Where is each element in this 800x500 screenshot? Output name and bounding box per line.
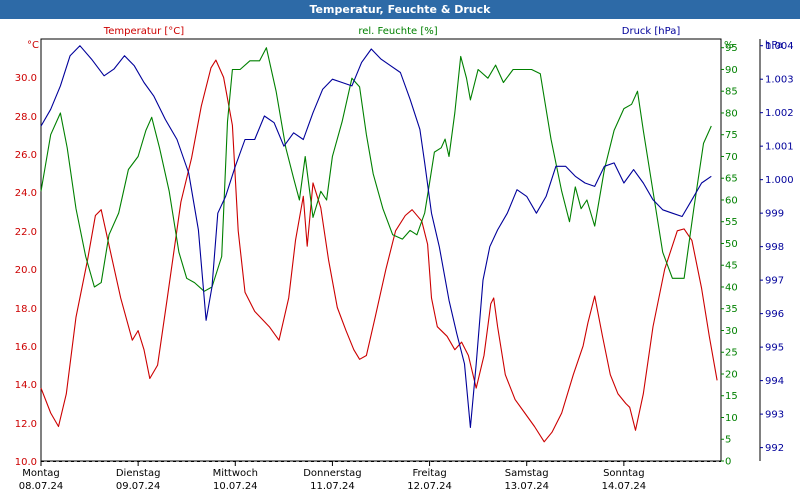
- humidity-tick-label: 25: [725, 348, 738, 359]
- pressure-tick-label: 992: [765, 443, 784, 454]
- humidity-tick-label: 0: [725, 457, 731, 468]
- series-line-temperature: [40, 59, 718, 443]
- humidity-tick-label: 95: [725, 43, 738, 54]
- pressure-tick-label: 994: [765, 376, 784, 387]
- humidity-tick-label: 5: [725, 435, 731, 446]
- day-date-label: 09.07.24: [116, 481, 161, 492]
- pressure-tick-label: 996: [765, 309, 784, 320]
- temp-tick-label: 16.0: [15, 342, 37, 353]
- humidity-tick-label: 45: [725, 261, 738, 272]
- day-date-label: 08.07.24: [19, 481, 64, 492]
- temp-tick-label: 18.0: [15, 304, 37, 315]
- pressure-tick-label: 995: [765, 343, 784, 354]
- humidity-tick-label: 30: [725, 326, 738, 337]
- temp-tick-label: 12.0: [15, 419, 37, 430]
- temp-tick-label: 20.0: [15, 265, 37, 276]
- legend-temperature: Temperatur [°C]: [103, 26, 184, 37]
- humidity-tick-label: 10: [725, 413, 738, 424]
- humidity-tick-label: 90: [725, 65, 738, 76]
- chart-area: 10.0 12.0 14.0 16.0 18.0 20.0 22.0 24.0 26.0 28.0…: [15, 26, 794, 492]
- humidity-tick-label: 60: [725, 195, 738, 206]
- day-name-label: Donnerstag: [303, 468, 361, 479]
- plot-frame: [40, 38, 722, 462]
- temp-tick-label: 26.0: [15, 150, 37, 161]
- day-date-label: 13.07.24: [504, 481, 549, 492]
- pressure-tick-label: 1.002: [765, 108, 794, 119]
- temp-tick-label: 14.0: [15, 380, 37, 391]
- day-name-label: Dienstag: [116, 468, 161, 479]
- pressure-tick-label: 1.000: [765, 175, 794, 186]
- pressure-tick-label: 998: [765, 242, 784, 253]
- pressure-tick-label: 1.004: [765, 41, 794, 52]
- pressure-tick-label: 999: [765, 209, 784, 220]
- day-date-label: 10.07.24: [213, 481, 258, 492]
- pressure-tick-label: 997: [765, 276, 784, 287]
- humidity-tick-label: 70: [725, 152, 738, 163]
- humidity-tick-label: 20: [725, 369, 738, 380]
- humidity-tick-label: 35: [725, 304, 738, 315]
- day-date-label: 12.07.24: [407, 481, 452, 492]
- axis-labels: 10.0 12.0 14.0 16.0 18.0 20.0 22.0 24.0 26.0 28.0…: [15, 26, 794, 492]
- pressure-tick-label: 1.003: [765, 75, 794, 86]
- day-name-label: Mittwoch: [213, 468, 258, 479]
- day-name-label: Freitag: [412, 468, 446, 479]
- humidity-unit-label: %: [724, 40, 734, 51]
- axes: [40, 38, 763, 466]
- pressure-unit-label: hPa: [765, 40, 783, 51]
- pressure-tick-label: 993: [765, 410, 784, 421]
- day-date-label: 14.07.24: [602, 481, 647, 492]
- series-lines: [40, 45, 718, 443]
- chart-title: Temperatur, Feuchte & Druck: [0, 0, 800, 19]
- humidity-tick-label: 15: [725, 391, 738, 402]
- pressure-tick-label: 1.001: [765, 142, 794, 153]
- temperature-unit-label: °C: [27, 40, 39, 51]
- humidity-tick-label: 65: [725, 174, 738, 185]
- humidity-tick-label: 40: [725, 282, 738, 293]
- series-line-pressure: [40, 45, 712, 429]
- temp-tick-label: 28.0: [15, 112, 37, 123]
- temp-tick-label: 22.0: [15, 227, 37, 238]
- humidity-tick-label: 75: [725, 130, 738, 141]
- legend-humidity: rel. Feuchte [%]: [358, 26, 437, 37]
- day-name-label: Sonntag: [603, 468, 645, 479]
- day-name-label: Samstag: [505, 468, 549, 479]
- humidity-tick-label: 55: [725, 217, 738, 228]
- legend-pressure: Druck [hPa]: [622, 26, 681, 37]
- temp-tick-label: 30.0: [15, 73, 37, 84]
- day-name-label: Montag: [22, 468, 59, 479]
- day-date-label: 11.07.24: [310, 481, 355, 492]
- temp-tick-label: 24.0: [15, 188, 37, 199]
- humidity-tick-label: 85: [725, 87, 738, 98]
- humidity-tick-label: 50: [725, 239, 738, 250]
- humidity-tick-label: 80: [725, 108, 738, 119]
- temp-tick-label: 10.0: [15, 457, 37, 468]
- series-line-humidity: [40, 47, 712, 292]
